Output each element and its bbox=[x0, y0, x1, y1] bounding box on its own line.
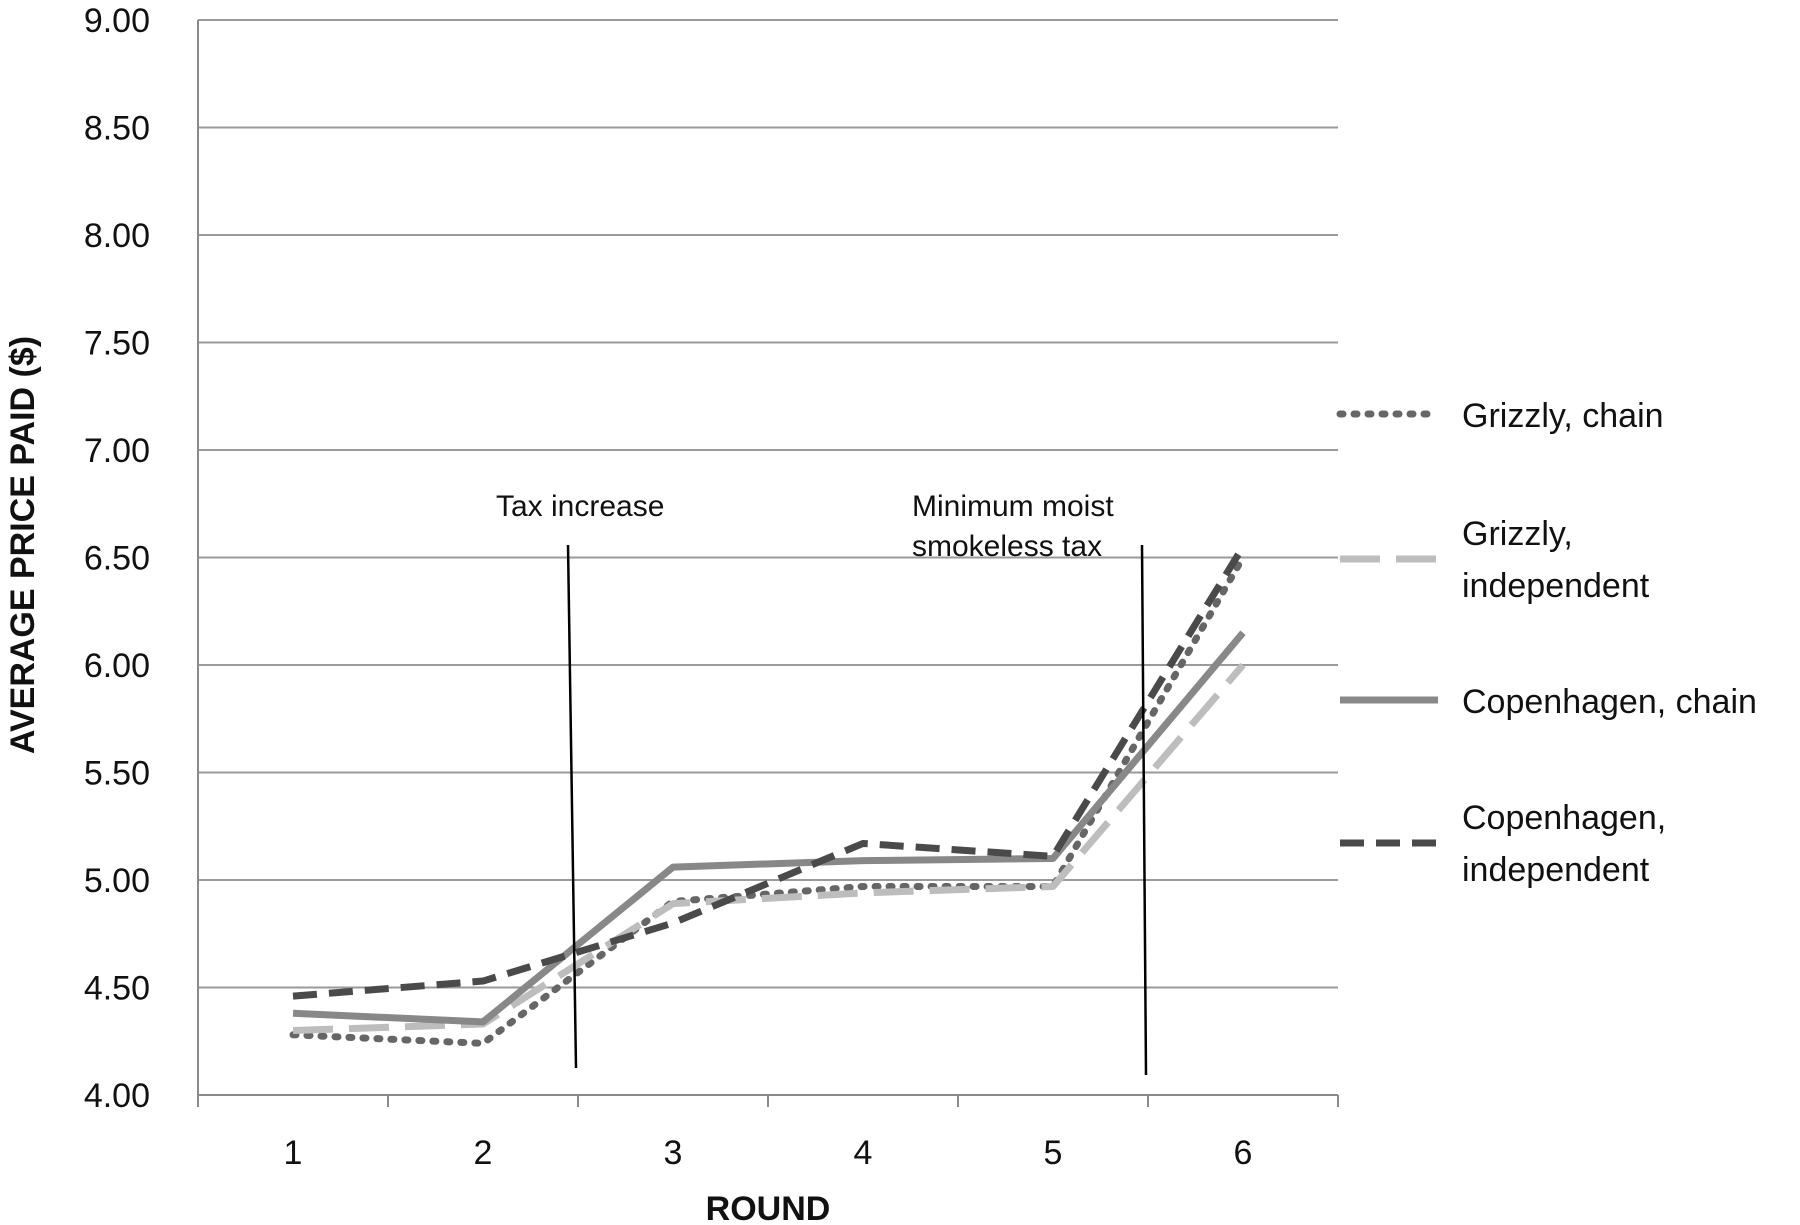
annotations: Tax increase Minimum moist smokeless tax bbox=[496, 490, 1148, 1076]
annotation-line bbox=[566, 544, 578, 1069]
y-tick-label: 6.00 bbox=[84, 647, 150, 685]
x-tick-label: 2 bbox=[474, 1134, 493, 1172]
y-tick-label: 5.00 bbox=[84, 862, 150, 900]
y-tick-label: 8.00 bbox=[84, 217, 150, 255]
annotation-line bbox=[1140, 544, 1148, 1076]
y-tick-label: 7.50 bbox=[84, 325, 150, 363]
y-tick-label: 6.50 bbox=[84, 540, 150, 578]
series-line bbox=[292, 630, 1246, 1026]
y-tick-label: 9.00 bbox=[84, 2, 150, 40]
legend-label: independent bbox=[1462, 567, 1650, 605]
x-tick-label: 3 bbox=[664, 1134, 683, 1172]
annotation-label: smokeless tax bbox=[912, 530, 1102, 563]
axes bbox=[197, 20, 1339, 1107]
y-tick-label: 7.00 bbox=[84, 432, 150, 470]
legend-label: Copenhagen, bbox=[1462, 799, 1666, 837]
x-axis-ticks: 1 2 3 4 5 6 bbox=[284, 1134, 1253, 1172]
x-tick-label: 4 bbox=[854, 1134, 873, 1172]
x-tick-label: 1 bbox=[284, 1134, 303, 1172]
legend-label: independent bbox=[1462, 851, 1650, 889]
legend-label: Copenhagen, chain bbox=[1462, 683, 1757, 721]
annotation-label: Tax increase bbox=[496, 490, 664, 523]
series-lines bbox=[289, 544, 1247, 1047]
annotation-label: Minimum moist bbox=[912, 490, 1114, 523]
series-line bbox=[292, 662, 1246, 1034]
y-tick-label: 4.00 bbox=[84, 1077, 150, 1115]
series-line bbox=[289, 554, 1247, 1047]
gridlines bbox=[198, 19, 1338, 989]
legend-label: Grizzly, bbox=[1462, 515, 1573, 553]
legend-label: Grizzly, chain bbox=[1462, 397, 1664, 435]
y-axis-ticks: 4.00 4.50 5.00 5.50 6.00 6.50 7.00 7.50 8.00 8.50… bbox=[84, 2, 150, 1115]
y-tick-label: 4.50 bbox=[84, 970, 150, 1008]
y-tick-label: 8.50 bbox=[84, 110, 150, 148]
x-axis-title: ROUND bbox=[706, 1190, 831, 1225]
y-axis-title: AVERAGE PRICE PAID ($) bbox=[4, 336, 42, 754]
x-tick-label: 6 bbox=[1234, 1134, 1253, 1172]
legend: Grizzly, chain Grizzly, independent Copenha… bbox=[1336, 397, 1757, 889]
x-tick-label: 5 bbox=[1044, 1134, 1063, 1172]
series-line bbox=[292, 544, 1246, 1000]
y-tick-label: 5.50 bbox=[84, 755, 150, 793]
